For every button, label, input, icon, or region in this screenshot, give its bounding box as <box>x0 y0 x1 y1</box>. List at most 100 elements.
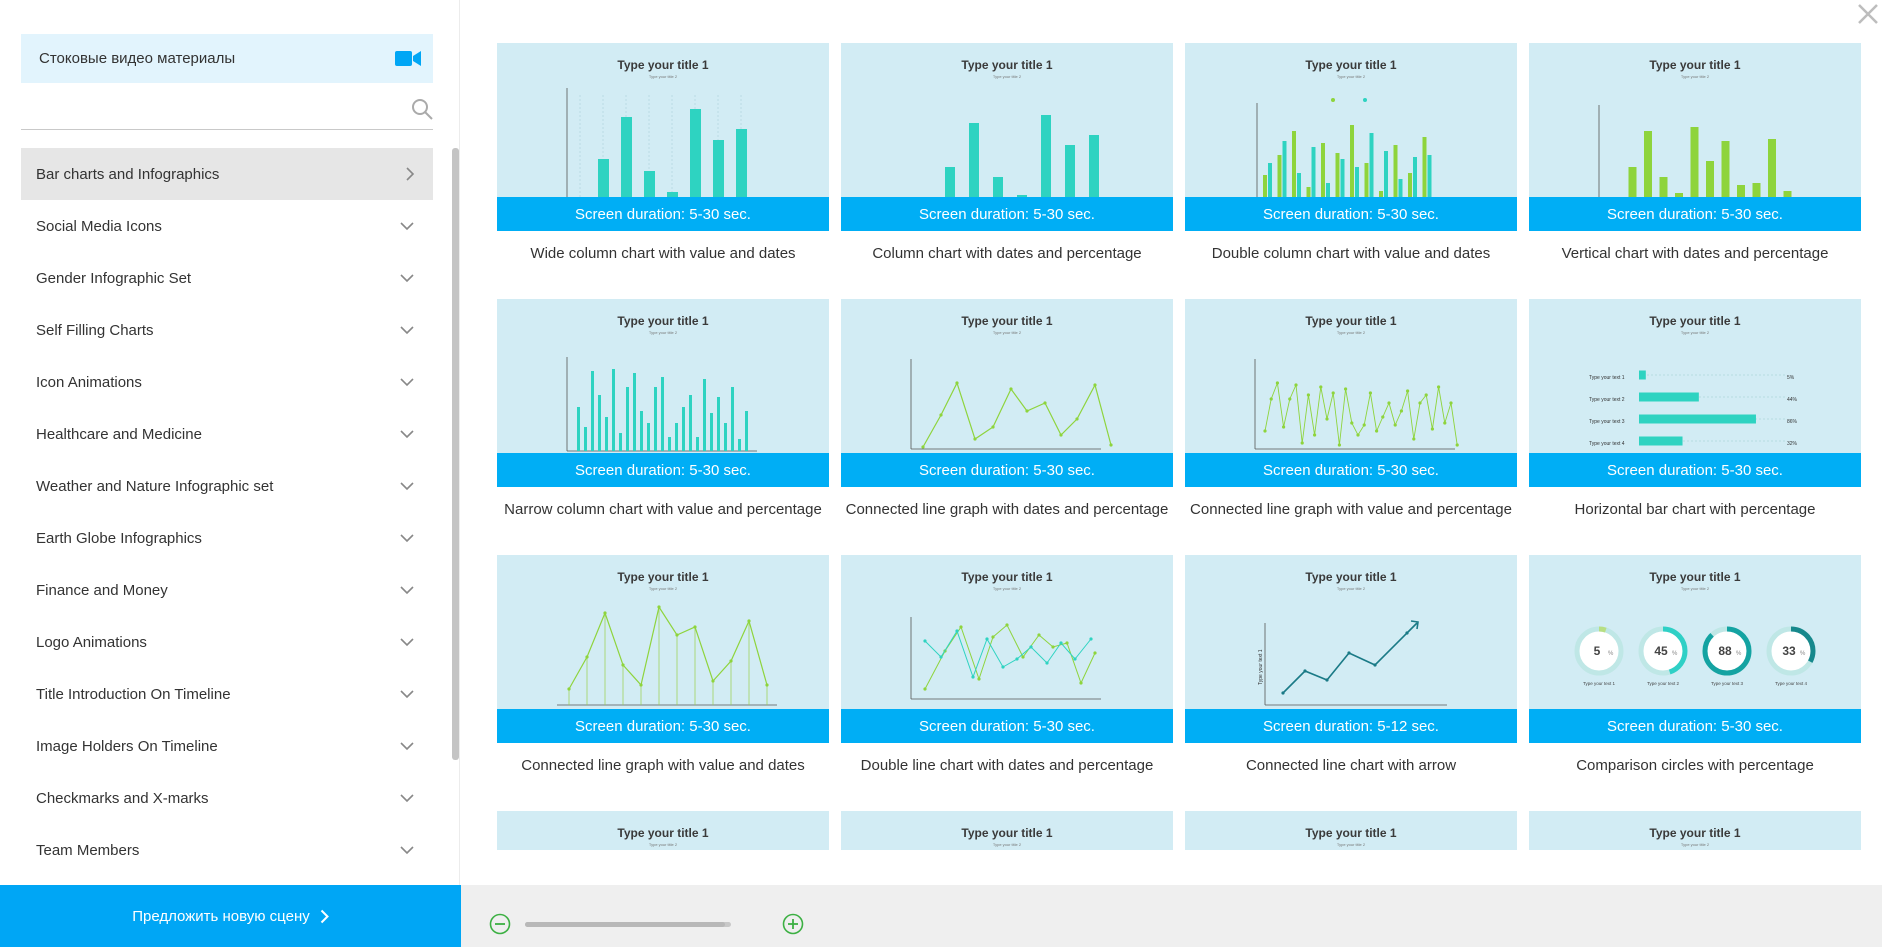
sidebar-category-label: Bar charts and Infographics <box>36 165 220 183</box>
template-thumbnail[interactable]: Type your title 1 Type your title 2 Screen… <box>1185 299 1517 487</box>
template-card[interactable]: Type your title 1 Type your title 2 Screen… <box>497 555 829 774</box>
template-thumbnail[interactable]: Type your title 1 Type your title 2 Screen… <box>1529 43 1861 231</box>
duration-badge: Screen duration: 5-30 sec. <box>1185 197 1517 231</box>
template-card[interactable]: Type your title 1 Type your title 2 Screen… <box>1185 43 1517 262</box>
close-icon[interactable] <box>1856 2 1880 26</box>
template-caption: Connected line graph with value and perc… <box>1190 501 1512 518</box>
template-thumbnail[interactable]: Type your title 1 Type your title 2 Type y… <box>1185 555 1517 743</box>
chart-point <box>567 687 571 691</box>
sidebar-scrollbar[interactable] <box>452 148 459 760</box>
template-card[interactable]: Type your title 1 Type your title 2 Screen… <box>841 555 1173 774</box>
template-card[interactable]: Type your title 1 Type your title 2 Type y… <box>1529 299 1861 518</box>
hbar-label: Type your text 3 <box>1589 419 1625 425</box>
thumbnail-title: Type your title 1 <box>1305 570 1397 584</box>
sidebar-category-item[interactable]: Self Filling Charts <box>21 304 433 356</box>
zoom-out-icon[interactable] <box>489 913 511 935</box>
template-card[interactable]: Type your title 1 Type your title 2 Screen… <box>1185 299 1517 518</box>
template-card[interactable]: Type your title 1 Type your title 2 Type y… <box>1185 555 1517 774</box>
thumbnail-title: Type your title 1 <box>617 826 709 840</box>
template-card[interactable]: Type your title 1 Type your title 2 Screen… <box>841 299 1173 518</box>
template-thumbnail[interactable]: Type your title 1 Type your title 2 Screen… <box>497 299 829 487</box>
sidebar-category-item[interactable]: Weather and Nature Infographic set <box>21 460 433 512</box>
chart-bar <box>668 437 671 451</box>
sidebar-category-item[interactable]: Icon Animations <box>21 356 433 408</box>
template-card[interactable]: Type your title 1 Type your title 2 Screen… <box>1529 43 1861 262</box>
sidebar-category-item[interactable]: Gender Infographic Set <box>21 252 433 304</box>
chart-point <box>1449 401 1453 405</box>
sidebar-category-item[interactable]: Image Holders On Timeline <box>21 720 433 772</box>
template-thumbnail[interactable]: Type your title 1 Type your title 2 Screen… <box>841 555 1173 743</box>
sidebar-category-item[interactable]: Team Members <box>21 824 433 876</box>
template-caption: Connected line chart with arrow <box>1245 757 1457 774</box>
template-thumbnail[interactable]: Type your title 1 Type your title 2 <box>1185 811 1517 850</box>
suggest-scene-button[interactable]: Предложить новую сцену <box>0 885 461 947</box>
chart-point <box>1288 397 1292 401</box>
chart-bar <box>682 407 685 451</box>
template-thumbnail[interactable]: Type your title 1 Type your title 2 <box>841 811 1173 850</box>
chart-bar <box>1384 151 1388 203</box>
chart-point <box>1300 441 1304 445</box>
progress-ring <box>1702 626 1752 676</box>
hbar-value: 32% <box>1787 441 1798 447</box>
template-thumbnail[interactable]: Type your title 1 Type your title 2 <box>497 811 829 850</box>
sidebar-category-item[interactable]: Finance and Money <box>21 564 433 616</box>
template-thumbnail[interactable]: Type your title 1 Type your title 2 5% Type… <box>1529 555 1861 743</box>
circle-unit: % <box>1672 651 1678 657</box>
sidebar-category-label: Team Members <box>36 841 140 859</box>
chart-point <box>991 635 995 639</box>
chart-point <box>1093 383 1097 387</box>
sidebar-category-item[interactable]: Bar charts and Infographics <box>21 148 433 200</box>
template-thumbnail[interactable]: Type your title 1 Type your title 2 Screen… <box>1185 43 1517 231</box>
duration-badge: Screen duration: 5-30 sec. <box>497 709 829 743</box>
sidebar-category-item[interactable]: Healthcare and Medicine <box>21 408 433 460</box>
template-thumbnail[interactable]: Type your title 1 Type your title 2 Screen… <box>497 555 829 743</box>
progress-ring <box>1638 626 1688 676</box>
chart-bar <box>584 427 587 451</box>
chevron-right-icon <box>406 167 415 181</box>
template-card[interactable]: Type your title 1 Type your title 2 <box>841 811 1173 850</box>
chart-bar <box>654 387 657 451</box>
chart-bar <box>1297 173 1301 203</box>
chart-bar <box>605 417 608 451</box>
sidebar-category-item[interactable]: Logo Animations <box>21 616 433 668</box>
template-card[interactable]: Type your title 1 Type your title 2 <box>497 811 829 850</box>
template-grid: Type your title 1 Type your title 2 Screen… <box>461 0 1882 850</box>
sidebar-category-label: Healthcare and Medicine <box>36 425 202 443</box>
chevron-down-icon <box>400 430 414 439</box>
chart-bar <box>690 109 701 203</box>
template-card[interactable]: Type your title 1 Type your title 2 <box>1185 811 1517 850</box>
chart-line <box>1264 381 1458 446</box>
template-caption: Horizontal bar chart with percentage <box>1574 501 1816 518</box>
template-thumbnail[interactable]: Type your title 1 Type your title 2 Screen… <box>841 43 1173 231</box>
chart-point <box>991 425 995 429</box>
search-icon[interactable] <box>411 98 433 120</box>
sidebar-category-item[interactable]: Title Introduction On Timeline <box>21 668 433 720</box>
chart-point <box>1282 425 1286 429</box>
zoom-in-icon[interactable] <box>782 913 804 935</box>
template-thumbnail[interactable]: Type your title 1 Type your title 2 <box>1529 811 1861 850</box>
chart-point <box>1075 417 1079 421</box>
chart-point <box>1430 427 1434 431</box>
sidebar-category-item[interactable]: Checkmarks and X-marks <box>21 772 433 824</box>
chart-point <box>1051 645 1055 649</box>
chart-point <box>1009 387 1013 391</box>
template-thumbnail[interactable]: Type your title 1 Type your title 2 Screen… <box>841 299 1173 487</box>
template-card[interactable]: Type your title 1 Type your title 2 5% Type… <box>1529 555 1861 774</box>
template-thumbnail[interactable]: Type your title 1 Type your title 2 Type y… <box>1529 299 1861 487</box>
duration-badge: Screen duration: 5-30 sec. <box>497 453 829 487</box>
chart-bar <box>1752 183 1761 203</box>
sidebar-category-item[interactable]: Earth Globe Infographics <box>21 512 433 564</box>
sidebar-category-label: Logo Animations <box>36 633 147 651</box>
template-card[interactable]: Type your title 1 Type your title 2 Screen… <box>841 43 1173 262</box>
chart-point <box>585 655 589 659</box>
chart-bar <box>675 423 678 451</box>
template-card[interactable]: Type your title 1 Type your title 2 Screen… <box>497 299 829 518</box>
search-input[interactable] <box>21 90 401 128</box>
stock-video-button[interactable]: Стоковые видео материалы <box>21 34 433 83</box>
zoom-slider[interactable] <box>525 922 731 927</box>
template-card[interactable]: Type your title 1 Type your title 2 <box>1529 811 1861 850</box>
template-thumbnail[interactable]: Type your title 1 Type your title 2 Screen… <box>497 43 829 231</box>
sidebar-category-item[interactable]: Social Media Icons <box>21 200 433 252</box>
thumbnail-title: Type your title 1 <box>1649 314 1741 328</box>
template-card[interactable]: Type your title 1 Type your title 2 Screen… <box>497 43 829 262</box>
